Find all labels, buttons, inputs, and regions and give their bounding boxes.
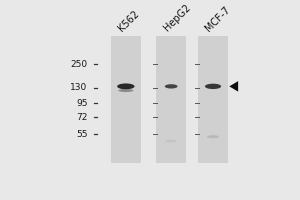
Text: MCF-7: MCF-7 [204,5,232,33]
Ellipse shape [165,140,177,142]
Ellipse shape [207,135,219,138]
Text: K562: K562 [116,8,141,33]
Text: HepG2: HepG2 [162,3,193,33]
Text: 95: 95 [76,99,88,108]
Text: 55: 55 [76,130,88,139]
Bar [198,36,228,163]
Ellipse shape [165,84,178,89]
Ellipse shape [117,83,135,89]
Bar [156,36,186,163]
Bar [111,36,141,163]
Ellipse shape [205,84,221,89]
Polygon shape [229,81,238,92]
Ellipse shape [118,89,134,92]
Text: 130: 130 [70,83,88,92]
Text: 72: 72 [76,113,88,122]
Text: 250: 250 [70,60,88,69]
